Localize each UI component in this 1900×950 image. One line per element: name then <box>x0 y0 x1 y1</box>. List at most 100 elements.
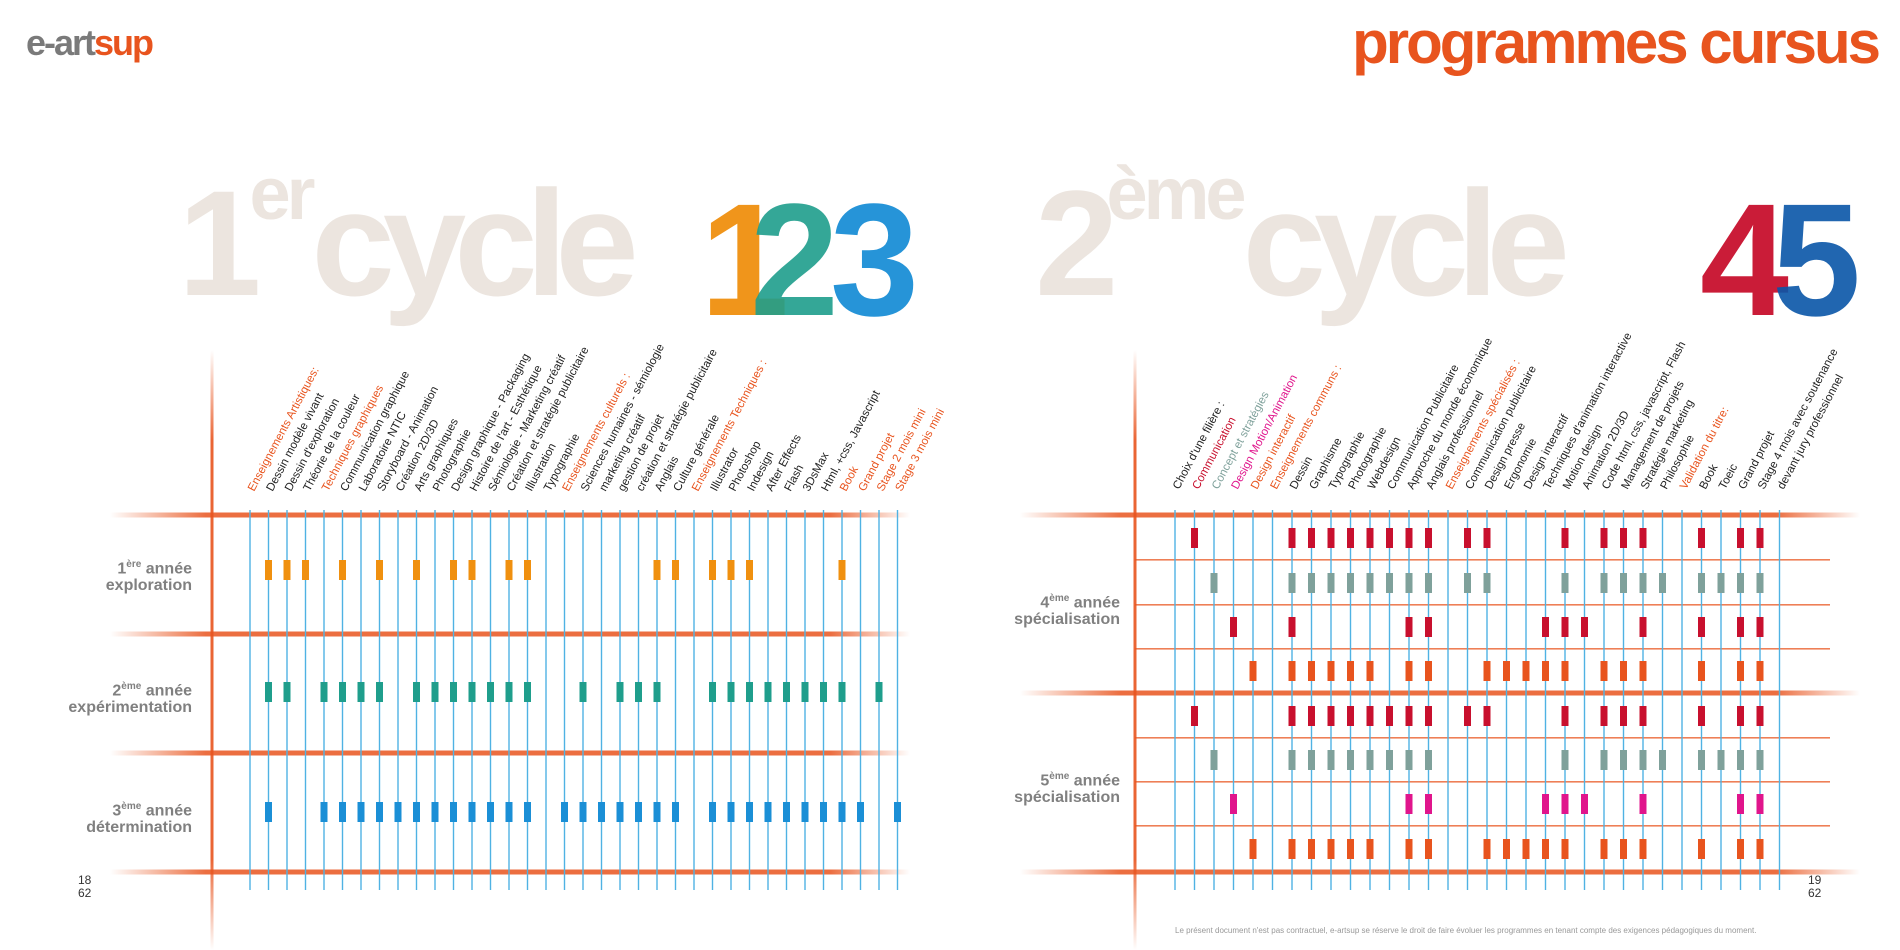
right-marker-y0-r1-c23 <box>1620 573 1627 593</box>
right-marker-y0-r0-c23 <box>1620 528 1627 548</box>
right-marker-y1-r0-c23 <box>1620 706 1627 726</box>
right-marker-y0-r0-c30 <box>1756 528 1764 548</box>
right-marker-y1-r1-c10 <box>1366 750 1374 770</box>
right-marker-y0-r0-c1 <box>1191 528 1198 548</box>
right-marker-y0-r1-c10 <box>1366 573 1374 593</box>
right-marker-y1-r0-c9 <box>1347 706 1354 726</box>
right-marker-y0-r1-c20 <box>1561 573 1569 593</box>
right-marker-y0-r3-c6 <box>1288 661 1296 681</box>
big-digit-2: 2 <box>750 170 839 349</box>
left-marker-y1-r0-c18 <box>579 682 587 702</box>
left-marker-y1-r0-c31 <box>820 682 827 702</box>
left-marker-y2-r0-c8 <box>394 802 402 822</box>
right-marker-y0-r2-c24 <box>1639 617 1647 637</box>
right-marker-y0-r0-c22 <box>1600 528 1608 548</box>
right-marker-y0-r0-c11 <box>1386 528 1393 548</box>
right-marker-y1-r1-c13 <box>1425 750 1432 770</box>
right-marker-y0-r0-c12 <box>1405 528 1413 548</box>
left-marker-y0-r0-c7 <box>376 560 383 580</box>
left-marker-y2-r0-c26 <box>727 802 735 822</box>
right-marker-y0-r3-c22 <box>1600 661 1608 681</box>
right-marker-y1-r3-c9 <box>1347 839 1354 859</box>
right-marker-y1-r0-c1 <box>1191 706 1198 726</box>
left-marker-y1-r0-c13 <box>487 682 494 702</box>
right-marker-y1-r0-c29 <box>1737 706 1744 726</box>
right-marker-y1-r1-c30 <box>1756 750 1764 770</box>
year-num: 5 <box>1040 772 1050 790</box>
left-marker-y1-r0-c4 <box>320 682 328 702</box>
right-row-line-5 <box>1135 825 1830 827</box>
right-marker-y1-r3-c16 <box>1483 839 1491 859</box>
right-marker-y0-r3-c9 <box>1347 661 1354 681</box>
left-marker-y0-r0-c27 <box>746 560 753 580</box>
year-label-5: 5ème année spécialisation <box>960 768 1120 806</box>
left-marker-y2-r0-c4 <box>320 802 328 822</box>
right-cycle-title: 2èmecycle <box>1035 157 1570 319</box>
right-marker-y0-r0-c13 <box>1425 528 1432 548</box>
left-marker-y2-r0-c14 <box>505 802 513 822</box>
right-marker-y0-r2-c20 <box>1561 617 1569 637</box>
left-marker-y2-r0-c27 <box>746 802 753 822</box>
right-marker-y0-r3-c30 <box>1756 661 1764 681</box>
right-marker-y1-r2-c24 <box>1639 794 1647 814</box>
right-marker-y0-r0-c7 <box>1308 528 1315 548</box>
left-marker-y0-r0-c15 <box>524 560 531 580</box>
right-row-line-4 <box>1135 781 1830 783</box>
right-marker-y0-r3-c13 <box>1425 661 1432 681</box>
right-cycle-number: 2 <box>1035 159 1119 327</box>
left-marker-y0-r0-c25 <box>709 560 716 580</box>
right-axis <box>1133 350 1137 950</box>
left-marker-y2-r0-c10 <box>431 802 439 822</box>
left-marker-y0-r0-c14 <box>505 560 513 580</box>
year-name: détermination <box>86 819 192 837</box>
right-marker-y0-r3-c18 <box>1522 661 1530 681</box>
right-marker-y0-r3-c8 <box>1327 661 1335 681</box>
left-marker-y0-r0-c2 <box>283 560 291 580</box>
left-marker-y2-r0-c1 <box>265 802 272 822</box>
left-marker-y2-r0-c35 <box>894 802 901 822</box>
left-band-3 <box>110 869 910 875</box>
year-num: 2 <box>112 682 122 700</box>
right-marker-y1-r0-c7 <box>1308 706 1315 726</box>
left-marker-y2-r0-c7 <box>376 802 383 822</box>
right-marker-y0-r3-c7 <box>1308 661 1315 681</box>
right-marker-y1-r1-c11 <box>1386 750 1393 770</box>
right-marker-y1-r1-c29 <box>1737 750 1744 770</box>
left-marker-y1-r0-c10 <box>431 682 439 702</box>
right-row-line-0 <box>1135 559 1830 561</box>
right-marker-y1-r3-c6 <box>1288 839 1296 859</box>
right-marker-y1-r3-c4 <box>1249 839 1257 859</box>
page-number-right: 19 62 <box>1808 874 1821 900</box>
right-cycle-word: cycle <box>1242 159 1570 327</box>
year-word: année <box>145 682 192 700</box>
right-marker-y0-r1-c16 <box>1483 573 1491 593</box>
right-marker-y1-r3-c22 <box>1600 839 1608 859</box>
e-artsup-logo: e-artsup <box>26 22 154 64</box>
right-marker-y1-r0-c12 <box>1405 706 1413 726</box>
right-marker-y1-r3-c18 <box>1522 839 1530 859</box>
right-marker-y1-r1-c25 <box>1659 750 1666 770</box>
right-marker-y0-r0-c15 <box>1464 528 1471 548</box>
left-marker-y1-r0-c29 <box>783 682 790 702</box>
right-row-line-3 <box>1135 737 1830 739</box>
left-marker-y1-r0-c5 <box>339 682 346 702</box>
left-marker-y1-r0-c12 <box>468 682 476 702</box>
right-marker-y0-r0-c10 <box>1366 528 1374 548</box>
right-marker-y0-r1-c2 <box>1210 573 1218 593</box>
left-marker-y2-r0-c28 <box>764 802 772 822</box>
left-marker-y2-r0-c23 <box>672 802 679 822</box>
right-marker-y0-r1-c13 <box>1425 573 1432 593</box>
right-marker-y1-r2-c13 <box>1425 794 1432 814</box>
page-title: programmes cursus <box>1352 9 1881 76</box>
right-marker-y0-r0-c27 <box>1698 528 1705 548</box>
year-label-4: 4ème année spécialisation <box>960 590 1120 628</box>
left-marker-y2-r0-c18 <box>579 802 587 822</box>
right-marker-y0-r3-c16 <box>1483 661 1491 681</box>
right-marker-y0-r1-c25 <box>1659 573 1666 593</box>
year-label-1: 1ère année exploration <box>40 556 192 594</box>
right-marker-y1-r3-c30 <box>1756 839 1764 859</box>
right-marker-y1-r3-c13 <box>1425 839 1432 859</box>
right-marker-y1-r1-c20 <box>1561 750 1569 770</box>
right-band-0 <box>1020 512 1860 518</box>
right-marker-y1-r0-c10 <box>1366 706 1374 726</box>
